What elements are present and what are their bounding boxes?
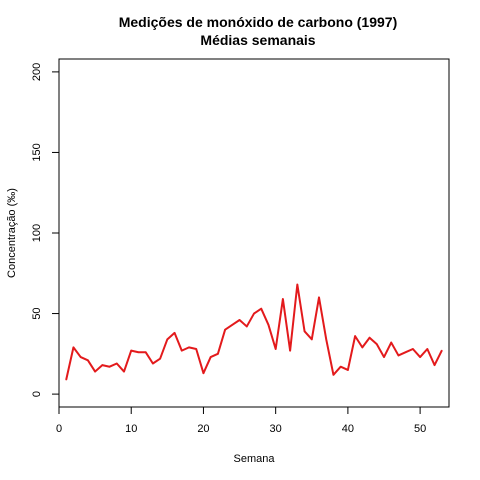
data-point [296,283,299,286]
data-point [303,330,306,333]
data-point [209,356,212,358]
data-point [267,324,270,326]
data-point [390,341,393,344]
data-point [383,356,385,358]
data-point [108,365,111,368]
data-point [404,351,407,354]
x-tick-label: 20 [197,423,209,435]
plot-frame [58,58,450,408]
y-tick-label: 200 [31,63,43,81]
y-tick-label: 100 [31,224,43,242]
data-point [217,353,219,355]
data-point [238,319,241,321]
data-point [173,332,176,334]
data-point [195,348,198,350]
x-axis: 0 10 20 30 40 50 [56,406,426,435]
y-axis-label: Concentração (‰) [6,188,18,278]
x-axis-label: Semana [234,453,276,465]
data-point [87,359,89,362]
y-tick-label: 150 [31,143,43,161]
data-point [419,356,421,358]
y-tick-label: 50 [31,307,43,319]
data-point [72,346,75,349]
data-point [152,362,154,365]
data-point [202,372,205,374]
x-tick-label: 50 [414,423,426,435]
data-point [65,378,68,381]
data-point [440,349,443,352]
x-tick-label: 40 [342,423,354,435]
data-point [159,357,161,360]
data-points [65,283,443,381]
data-point [339,365,342,368]
data-point [260,307,263,310]
data-point [433,364,436,366]
data-point [397,354,400,357]
data-point [332,373,335,376]
x-tick-label: 10 [125,423,137,435]
x-tick-label: 0 [56,423,62,435]
data-point [137,351,140,354]
data-point [354,335,356,337]
data-point [347,369,349,371]
data-point [166,338,169,341]
data-point [188,346,190,349]
data-point [94,370,96,373]
data-point [180,349,183,352]
data-point [426,348,429,350]
data-point [282,298,284,300]
data-point [130,349,133,352]
data-point [245,325,248,328]
data-point [274,348,277,350]
data-point [310,338,313,341]
x-tick-label: 30 [270,423,282,435]
data-point [325,338,328,341]
data-point [253,312,255,315]
data-point [224,328,226,331]
y-axis: 0 50 100 150 200 [31,63,60,397]
data-point [412,348,414,350]
data-point [123,370,125,373]
chart-subtitle: Médias semanais [200,32,315,48]
y-tick-label: 0 [31,391,43,397]
data-point [368,336,371,339]
data-point [289,349,291,352]
data-point [144,351,147,354]
data-point [101,364,104,366]
chart-title: Medições de monóxido de carbono (1997) [119,14,398,30]
data-point [79,356,82,358]
data-point [318,296,320,299]
data-point [115,362,118,365]
data-point [231,324,234,326]
data-point [375,343,378,345]
data-point [361,346,364,349]
series-line [65,283,443,380]
